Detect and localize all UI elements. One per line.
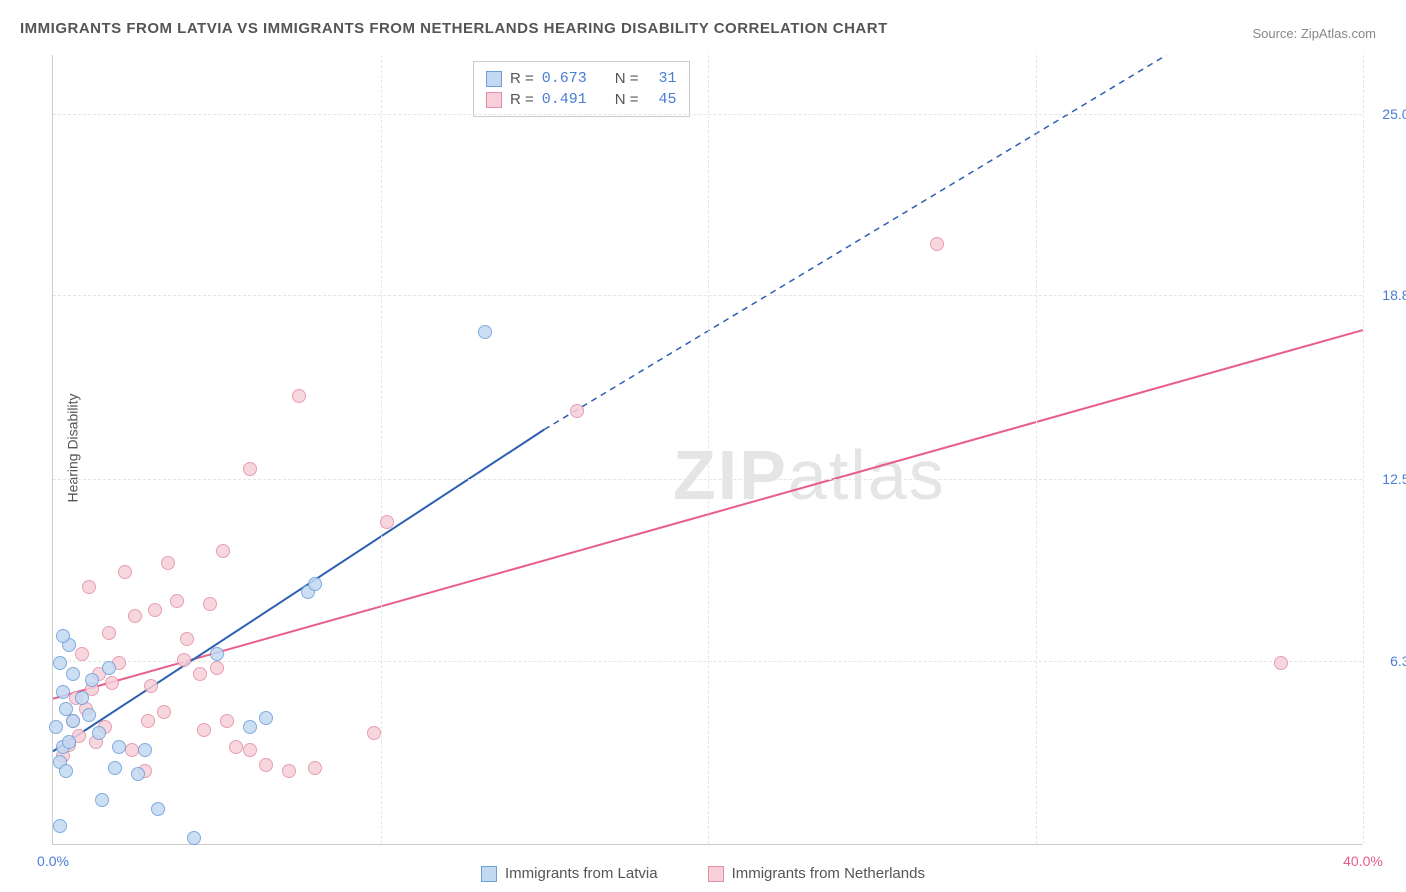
data-point: [1274, 656, 1288, 670]
source-attribution: Source: ZipAtlas.com: [1252, 26, 1376, 41]
legend-swatch-icon: [481, 866, 497, 882]
data-point: [92, 726, 106, 740]
data-point: [243, 462, 257, 476]
data-point: [220, 714, 234, 728]
data-point: [210, 647, 224, 661]
data-point: [170, 594, 184, 608]
data-point: [62, 735, 76, 749]
y-tick-label: 25.0%: [1367, 106, 1406, 122]
data-point: [102, 626, 116, 640]
data-point: [282, 764, 296, 778]
data-point: [82, 580, 96, 594]
data-point: [56, 685, 70, 699]
y-tick-label: 6.3%: [1367, 653, 1406, 669]
data-point: [367, 726, 381, 740]
y-tick-label: 18.8%: [1367, 287, 1406, 303]
data-point: [66, 667, 80, 681]
data-point: [75, 691, 89, 705]
x-legend-netherlands: Immigrants from Netherlands: [708, 865, 925, 882]
data-point: [151, 802, 165, 816]
data-point: [210, 661, 224, 675]
plot-area: ZIPatlas R = 0.673 N = 31 R = 0.491 N = …: [52, 55, 1362, 845]
chart-title: IMMIGRANTS FROM LATVIA VS IMMIGRANTS FRO…: [20, 20, 888, 37]
x-axis-legend: Immigrants from Latvia Immigrants from N…: [0, 865, 1406, 882]
data-point: [148, 603, 162, 617]
data-point: [131, 767, 145, 781]
data-point: [193, 667, 207, 681]
data-point: [95, 793, 109, 807]
data-point: [259, 711, 273, 725]
data-point: [292, 389, 306, 403]
gridline-v: [708, 55, 709, 844]
data-point: [243, 743, 257, 757]
data-point: [82, 708, 96, 722]
data-point: [308, 761, 322, 775]
data-point: [161, 556, 175, 570]
data-point: [203, 597, 217, 611]
gridline-v: [381, 55, 382, 844]
data-point: [112, 740, 126, 754]
data-point: [380, 515, 394, 529]
data-point: [125, 743, 139, 757]
data-point: [141, 714, 155, 728]
data-point: [216, 544, 230, 558]
data-point: [108, 761, 122, 775]
data-point: [144, 679, 158, 693]
data-point: [85, 673, 99, 687]
data-point: [308, 577, 322, 591]
data-point: [118, 565, 132, 579]
data-point: [66, 714, 80, 728]
y-tick-label: 12.5%: [1367, 471, 1406, 487]
data-point: [75, 647, 89, 661]
data-point: [259, 758, 273, 772]
data-point: [187, 831, 201, 845]
data-point: [177, 653, 191, 667]
data-point: [229, 740, 243, 754]
data-point: [128, 609, 142, 623]
gridline-v: [1363, 55, 1364, 844]
data-point: [102, 661, 116, 675]
data-point: [56, 629, 70, 643]
legend-swatch-icon: [708, 866, 724, 882]
x-legend-latvia: Immigrants from Latvia: [481, 865, 658, 882]
data-point: [157, 705, 171, 719]
data-point: [53, 656, 67, 670]
data-point: [138, 743, 152, 757]
data-point: [478, 325, 492, 339]
data-point: [180, 632, 194, 646]
data-point: [930, 237, 944, 251]
data-point: [105, 676, 119, 690]
data-point: [570, 404, 584, 418]
data-point: [53, 819, 67, 833]
gridline-v: [1036, 55, 1037, 844]
data-point: [49, 720, 63, 734]
data-point: [59, 764, 73, 778]
data-point: [243, 720, 257, 734]
data-point: [197, 723, 211, 737]
